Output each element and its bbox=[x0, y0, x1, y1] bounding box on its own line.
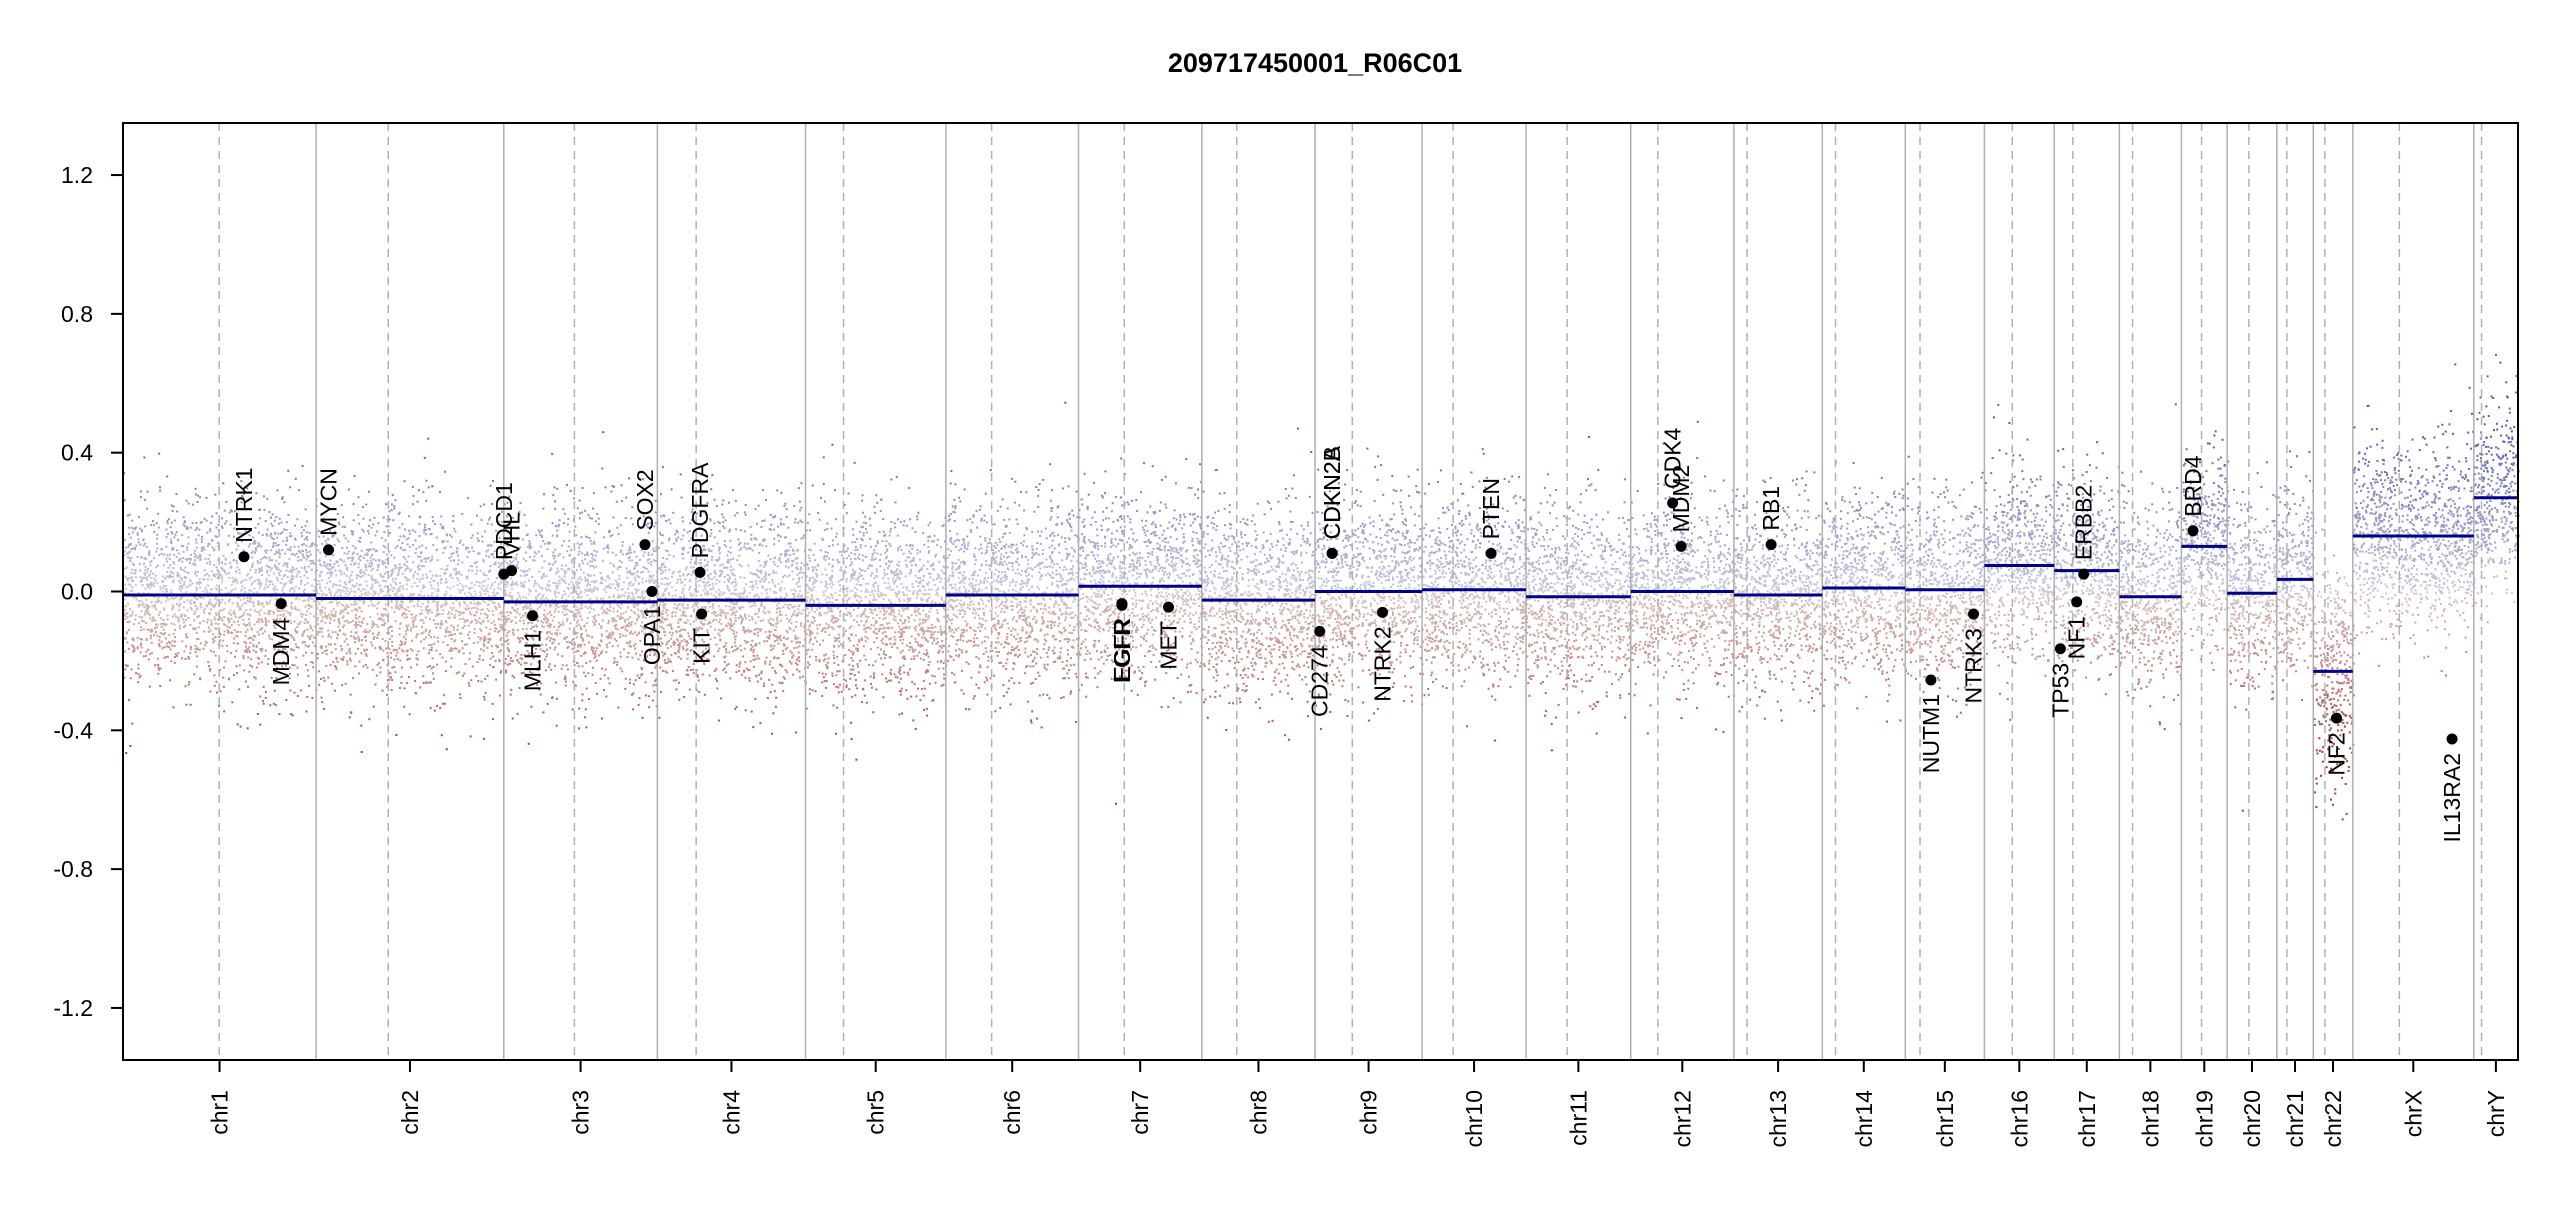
gene-marker bbox=[1486, 548, 1497, 559]
gene-marker bbox=[1314, 626, 1325, 637]
x-tick-label: chr1 bbox=[207, 1090, 233, 1135]
gene-marker bbox=[1968, 609, 1979, 620]
gene-marker bbox=[639, 539, 650, 550]
x-tick-label: chr14 bbox=[1851, 1090, 1877, 1148]
x-tick-label: chr15 bbox=[1932, 1090, 1958, 1148]
gene-label: OPA1 bbox=[639, 606, 665, 666]
probe-points bbox=[123, 354, 2520, 821]
x-tick-label: chr8 bbox=[1245, 1090, 1271, 1135]
gene-label: CDKN2B bbox=[1319, 446, 1345, 539]
x-tick-label: chr18 bbox=[2137, 1090, 2163, 1148]
gene-label: NTRK1 bbox=[231, 467, 257, 542]
gene-marker bbox=[2447, 733, 2458, 744]
gene-marker bbox=[276, 598, 287, 609]
gene-label: NF1 bbox=[2064, 616, 2090, 659]
x-tick-label: chr21 bbox=[2282, 1090, 2308, 1148]
gene-marker bbox=[696, 609, 707, 620]
y-tick-label: -1.2 bbox=[53, 995, 93, 1021]
gene-label: TP53 bbox=[2047, 663, 2073, 718]
x-tick-label: chrY bbox=[2483, 1090, 2509, 1137]
x-tick-label: chr20 bbox=[2239, 1090, 2265, 1148]
gene-label: MYCN bbox=[316, 468, 342, 536]
x-tick-label: chr16 bbox=[2006, 1090, 2032, 1148]
gene-marker bbox=[323, 544, 334, 555]
x-tick-label: chr3 bbox=[568, 1090, 594, 1135]
gene-label: IL13RA2 bbox=[2439, 753, 2465, 843]
gene-marker bbox=[1676, 541, 1687, 552]
y-tick-label: -0.8 bbox=[53, 856, 93, 882]
x-tick-label: chr5 bbox=[863, 1090, 889, 1135]
gene-label: BRD4 bbox=[2180, 455, 2206, 517]
gene-label: CD274 bbox=[1307, 645, 1333, 717]
chart-title: 209717450001_R06C01 bbox=[1168, 48, 1462, 78]
x-tick-label: chrX bbox=[2400, 1090, 2426, 1137]
x-tick-label: chr6 bbox=[999, 1090, 1025, 1135]
gene-marker bbox=[238, 551, 249, 562]
y-tick-label: 0.0 bbox=[61, 579, 93, 605]
gene-marker bbox=[506, 565, 517, 576]
gene-marker bbox=[695, 567, 706, 578]
gene-label: NTRK2 bbox=[1370, 626, 1396, 701]
gene-label: NUTM1 bbox=[1918, 694, 1944, 773]
gene-marker bbox=[1766, 539, 1777, 550]
x-tick-label: chr19 bbox=[2191, 1090, 2217, 1148]
gene-marker bbox=[1925, 674, 1936, 685]
x-tick-label: chr2 bbox=[397, 1090, 423, 1135]
gene-marker bbox=[1163, 602, 1174, 613]
x-tick-label: chr11 bbox=[1565, 1090, 1591, 1146]
gene-marker bbox=[2188, 525, 2199, 536]
x-tick-label: chr17 bbox=[2074, 1090, 2100, 1148]
gene-label: NF2 bbox=[2324, 732, 2350, 775]
gene-marker bbox=[2071, 596, 2082, 607]
gene-label: VHL bbox=[499, 512, 525, 557]
gene-label: PDGFRA bbox=[687, 462, 713, 559]
gene-marker bbox=[646, 586, 657, 597]
gene-label: ERBB2 bbox=[2071, 485, 2097, 560]
x-tick-label: chr13 bbox=[1765, 1090, 1791, 1148]
y-tick-label: 1.2 bbox=[61, 162, 93, 188]
x-tick-label: chr12 bbox=[1669, 1090, 1695, 1148]
x-tick-label: chr22 bbox=[2320, 1090, 2346, 1148]
y-tick-label: 0.8 bbox=[61, 301, 93, 327]
gene-marker bbox=[2078, 569, 2089, 580]
gene-marker bbox=[1116, 598, 1127, 609]
y-tick-label: -0.4 bbox=[53, 717, 93, 743]
x-tick-label: chr4 bbox=[718, 1090, 744, 1135]
gene-label: KIT bbox=[689, 628, 715, 664]
gene-marker bbox=[527, 610, 538, 621]
x-tick-label: chr9 bbox=[1356, 1090, 1382, 1135]
y-tick-label: 0.4 bbox=[61, 440, 93, 466]
gene-label: SOX2 bbox=[632, 469, 658, 530]
gene-label: MDM2 bbox=[1668, 465, 1694, 533]
x-tick-label: chr10 bbox=[1461, 1090, 1487, 1148]
gene-label: PTEN bbox=[1478, 478, 1504, 539]
gene-marker bbox=[1327, 548, 1338, 559]
gene-label: MET bbox=[1155, 621, 1181, 670]
gene-label: NTRK3 bbox=[1961, 628, 1987, 703]
gene-marker bbox=[2331, 713, 2342, 724]
gene-marker bbox=[1377, 607, 1388, 618]
x-tick-label: chr7 bbox=[1127, 1090, 1153, 1135]
gene-label: RB1 bbox=[1758, 486, 1784, 531]
gene-label: MDM4 bbox=[268, 617, 294, 685]
gene-label: MLH1 bbox=[520, 630, 546, 691]
gene-label: EGFR bbox=[1109, 618, 1135, 682]
